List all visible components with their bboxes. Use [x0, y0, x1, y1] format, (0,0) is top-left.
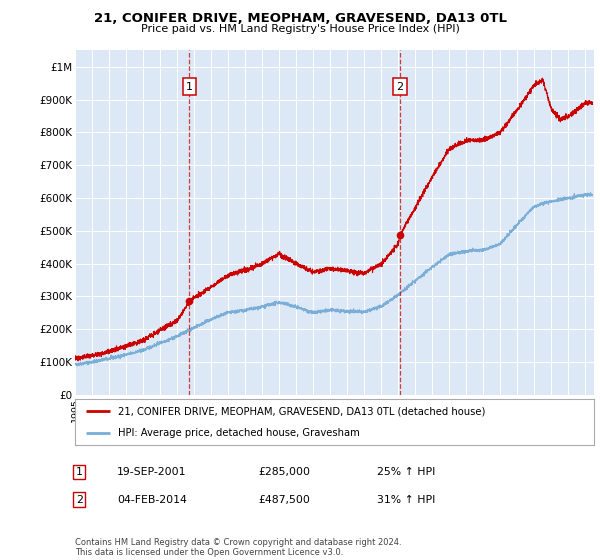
Text: £487,500: £487,500: [258, 494, 310, 505]
Text: 1: 1: [186, 82, 193, 92]
Text: Price paid vs. HM Land Registry's House Price Index (HPI): Price paid vs. HM Land Registry's House …: [140, 24, 460, 34]
Text: 1: 1: [76, 467, 83, 477]
Text: 21, CONIFER DRIVE, MEOPHAM, GRAVESEND, DA13 0TL: 21, CONIFER DRIVE, MEOPHAM, GRAVESEND, D…: [94, 12, 506, 25]
Text: 2: 2: [76, 494, 83, 505]
Text: 2: 2: [396, 82, 403, 92]
Text: £285,000: £285,000: [258, 467, 310, 477]
Text: HPI: Average price, detached house, Gravesham: HPI: Average price, detached house, Grav…: [118, 428, 359, 438]
Text: 19-SEP-2001: 19-SEP-2001: [117, 467, 187, 477]
Text: 31% ↑ HPI: 31% ↑ HPI: [377, 494, 435, 505]
Text: 04-FEB-2014: 04-FEB-2014: [117, 494, 187, 505]
Text: 25% ↑ HPI: 25% ↑ HPI: [377, 467, 435, 477]
Text: Contains HM Land Registry data © Crown copyright and database right 2024.
This d: Contains HM Land Registry data © Crown c…: [75, 538, 401, 557]
Text: 21, CONIFER DRIVE, MEOPHAM, GRAVESEND, DA13 0TL (detached house): 21, CONIFER DRIVE, MEOPHAM, GRAVESEND, D…: [118, 406, 485, 416]
